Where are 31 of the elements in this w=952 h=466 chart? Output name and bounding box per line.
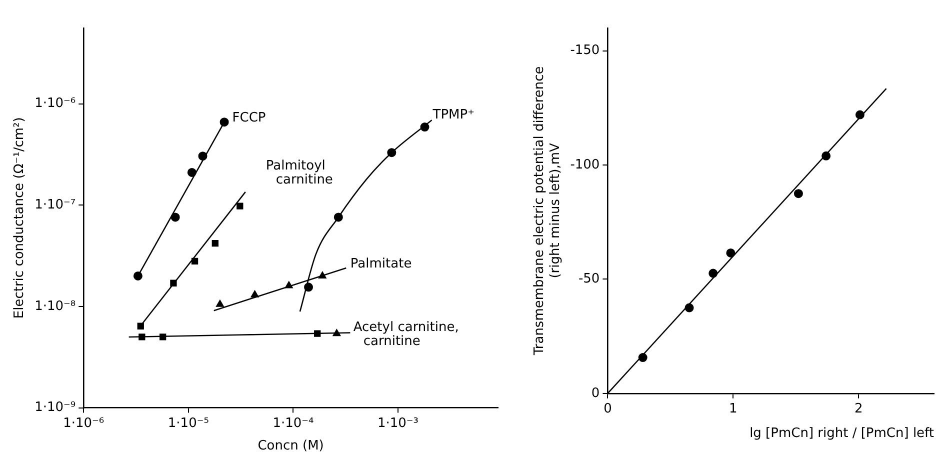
series-label: TPMP⁺ (432, 107, 474, 122)
point (726, 248, 736, 258)
y-axis-title: Electric conductance (Ω⁻¹/cm²) (12, 117, 28, 319)
x-tick-label: 2 (854, 402, 863, 417)
x-tick-label: 1·10⁻³ (377, 416, 419, 431)
x-tick-label: 0 (604, 402, 612, 417)
y-tick-label: -100 (570, 157, 600, 172)
x-tick-label: 1·10⁻⁶ (63, 416, 104, 431)
point (708, 268, 718, 278)
point (638, 353, 648, 362)
point (822, 151, 831, 160)
series-label: FCCP (232, 110, 266, 126)
point (684, 303, 694, 312)
point (855, 110, 864, 120)
series-label: Palmitate (350, 256, 412, 272)
y-tick-label: -50 (578, 272, 600, 287)
x-tick-label: 1·10⁻⁴ (272, 416, 314, 431)
point (794, 189, 803, 198)
y-tick-label: 1·10⁻⁸ (34, 298, 76, 314)
x-axis-title: lg [PmCn] right / [PmCn] left (750, 426, 934, 441)
y-tick-label: 1·10⁻⁷ (34, 198, 76, 213)
x-tick-label: 1 (729, 402, 738, 417)
y-tick-label: 0 (591, 386, 600, 401)
y-axis-title: Transmembrane electric potential difference (right minus left),mV (532, 66, 563, 356)
x-axis-title: Concn (M) (258, 438, 324, 454)
text: Acetyl carnitine, carnitine (353, 320, 459, 349)
y-tick-label: 1·10⁻⁹ (34, 400, 76, 416)
y-tick-label: 1·10⁻⁶ (34, 96, 76, 112)
x-tick-label: 1·10⁻⁵ (168, 416, 209, 431)
text: Palmitoyl carnitine (266, 158, 333, 188)
y-tick-label: -150 (570, 43, 600, 58)
